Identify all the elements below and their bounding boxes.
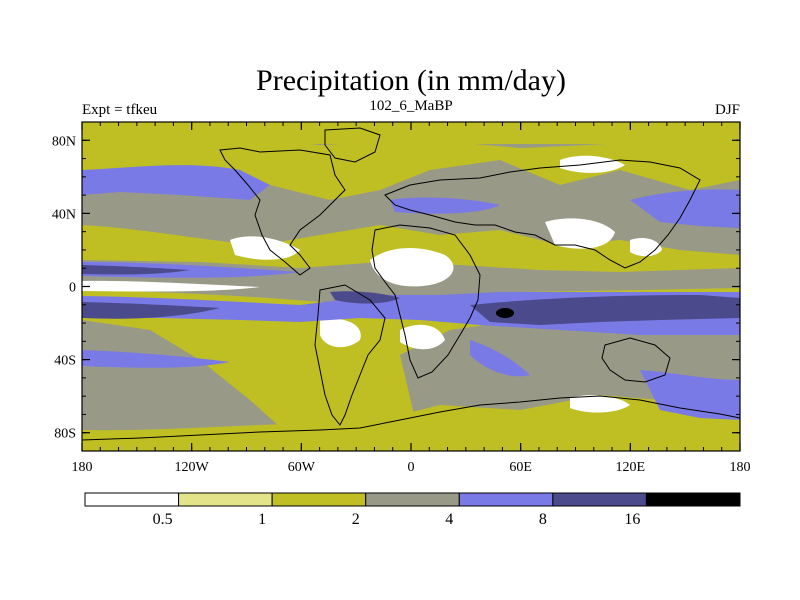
north-pacific-storm-track xyxy=(82,165,270,200)
southern-ocean-blue xyxy=(640,370,740,420)
coastline-eurasia xyxy=(384,159,701,269)
lon-tick-label: 180 xyxy=(730,460,751,475)
precipitation-field xyxy=(82,122,740,451)
lon-tick-label: 120E xyxy=(616,460,646,475)
extreme-precipitation-cell xyxy=(496,308,514,318)
equator-yellow xyxy=(82,288,740,445)
dry-zone-antarctic xyxy=(570,395,630,413)
legend-swatch xyxy=(271,492,367,507)
lon-tick-label: 120W xyxy=(175,460,210,475)
legend-label: 4 xyxy=(445,511,453,528)
indian-ocean-blue xyxy=(470,340,530,377)
coastlines xyxy=(82,127,740,441)
legend-swatch xyxy=(84,492,180,507)
dry-zone-south-atlantic xyxy=(320,318,361,348)
legend-swatch xyxy=(458,492,554,507)
lon-tick-label: 0 xyxy=(408,460,415,475)
coastline-greenland xyxy=(324,127,381,163)
lat-tick-label: 40N xyxy=(52,207,76,222)
dry-zone-southern-africa xyxy=(400,324,445,350)
legend-label: 8 xyxy=(539,511,547,528)
north-mid-yellow xyxy=(82,140,740,200)
equatorial-dry-strip xyxy=(82,280,260,292)
legend-label: 2 xyxy=(352,511,360,528)
lon-tick-label: 60W xyxy=(288,460,316,475)
minor-ticks xyxy=(81,121,741,452)
coastline-north-america xyxy=(219,147,346,276)
time-period-label: 102_6_MaBP xyxy=(369,98,452,114)
color-legend: 0.5 1 2 4 8 16 xyxy=(84,492,741,528)
lat-tick-label: 80N xyxy=(52,134,76,149)
lon-tick-label: 180 xyxy=(72,460,93,475)
legend-swatch xyxy=(365,492,460,507)
north-atlantic-storm-track xyxy=(390,197,500,214)
legend-label: 16 xyxy=(624,511,640,528)
indian-ocean-dark xyxy=(470,295,740,325)
north-polar-band xyxy=(82,122,740,144)
experiment-label: Expt = tfkeu xyxy=(82,102,158,118)
map-title: Precipitation (in mm/day) xyxy=(256,64,566,97)
lat-tick-label: 0 xyxy=(69,281,76,296)
season-label: DJF xyxy=(715,102,740,118)
legend-label: 0.5 xyxy=(153,511,173,528)
lat-tick-label: 40S xyxy=(54,354,76,369)
legend-swatch xyxy=(178,492,273,507)
coastline-australia xyxy=(601,337,671,383)
dry-zone-sahara xyxy=(370,248,454,287)
lon-tick-label: 60E xyxy=(509,460,532,475)
south-pacific-blue xyxy=(82,350,230,368)
legend-swatch xyxy=(645,492,741,507)
central-itcz-dark xyxy=(82,302,220,319)
legend-label: 1 xyxy=(258,511,266,528)
pacific-itcz-dark xyxy=(82,265,190,275)
lat-tick-label: 80S xyxy=(54,427,76,442)
dry-zone-east-asia xyxy=(630,238,662,257)
dry-zone-arabia xyxy=(545,218,615,249)
dry-zone-north-atlantic xyxy=(230,236,300,260)
legend-swatch xyxy=(552,492,647,507)
dry-zone-north-pole xyxy=(560,155,625,173)
coastline-africa xyxy=(371,224,481,379)
coastline-south-america xyxy=(314,284,386,426)
coastline-antarctica xyxy=(82,395,740,441)
